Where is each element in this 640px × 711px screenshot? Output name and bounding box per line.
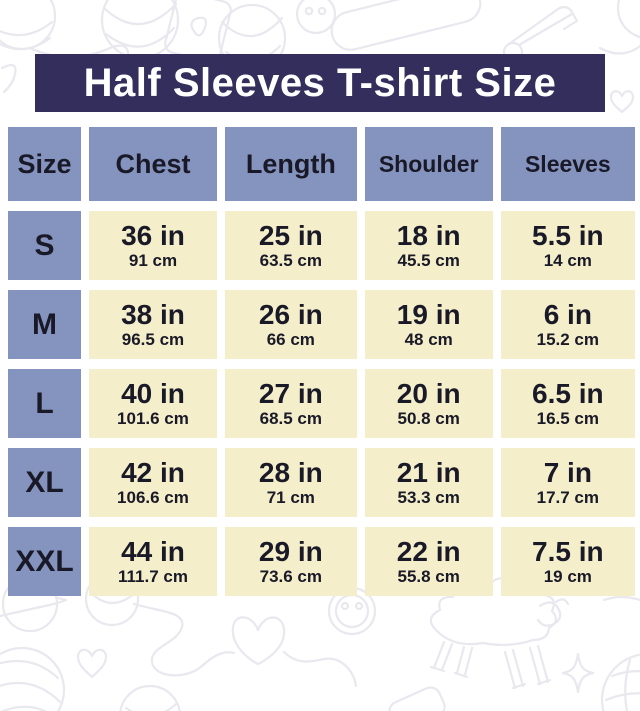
cell-l-length: 27 in 68.5 cm <box>224 369 357 438</box>
cm-value: 53.3 cm <box>397 487 460 507</box>
yarn-ball-icon <box>598 0 640 55</box>
cm-value: 45.5 cm <box>397 250 460 270</box>
cm-value: 73.6 cm <box>259 566 323 586</box>
page-title: Half Sleeves T-shirt Size <box>35 54 605 112</box>
cm-value: 19 cm <box>543 566 592 586</box>
cell-s-sleeves: 5.5 in 14 cm <box>500 211 635 280</box>
inches-value: 38 in <box>121 298 185 330</box>
inches-value: 44 in <box>121 535 185 567</box>
sparkle-icon <box>561 652 595 694</box>
yarn-ball-icon <box>0 646 66 711</box>
inches-value: 18 in <box>396 219 461 251</box>
inches-value: 6.5 in <box>532 377 604 409</box>
yarn-ball-icon <box>119 684 181 711</box>
yarn-thread-heart-icon <box>132 602 358 688</box>
column-header-chest: Chest <box>89 127 217 201</box>
cell-l-chest: 40 in 101.6 cm <box>89 369 217 438</box>
inches-value: 19 in <box>396 298 461 330</box>
cell-xxl-shoulder: 22 in 55.8 cm <box>364 527 493 596</box>
cm-value: 106.6 cm <box>117 487 189 507</box>
inches-value: 28 in <box>258 456 323 488</box>
inches-value: 6 in <box>543 298 592 330</box>
heart-icon <box>76 648 108 679</box>
inches-value: 36 in <box>121 219 185 251</box>
cell-xl-chest: 42 in 106.6 cm <box>89 448 217 517</box>
inches-value: 7 in <box>543 456 592 488</box>
inches-value: 7.5 in <box>532 535 604 567</box>
inches-value: 29 in <box>258 535 323 567</box>
cm-value: 15.2 cm <box>536 329 600 349</box>
button-icon <box>295 0 337 35</box>
knitting-needle-icon <box>388 595 640 711</box>
cm-value: 63.5 cm <box>259 250 323 270</box>
cell-l-sleeves: 6.5 in 16.5 cm <box>500 369 635 438</box>
cm-value: 101.6 cm <box>117 408 189 428</box>
cell-m-length: 26 in 66 cm <box>224 290 357 359</box>
inches-value: 27 in <box>258 377 323 409</box>
inches-value: 25 in <box>258 219 323 251</box>
cm-value: 16.5 cm <box>536 408 600 428</box>
cm-value: 48 cm <box>404 329 453 349</box>
yarn-ball-icon <box>0 0 130 60</box>
column-header-size: Size <box>8 127 81 201</box>
cell-s-length: 25 in 63.5 cm <box>224 211 357 280</box>
row-label-s: S <box>8 211 81 280</box>
cm-value: 66 cm <box>266 329 315 349</box>
cm-value: 91 cm <box>128 250 178 270</box>
cell-xxl-length: 29 in 73.6 cm <box>224 527 357 596</box>
cm-value: 68.5 cm <box>259 408 323 428</box>
cm-value: 14 cm <box>543 250 592 270</box>
cell-xxl-sleeves: 7.5 in 19 cm <box>500 527 635 596</box>
column-header-sleeves: Sleeves <box>500 127 635 201</box>
cm-value: 111.7 cm <box>117 566 188 586</box>
cm-value: 17.7 cm <box>536 487 600 507</box>
cell-xl-length: 28 in 71 cm <box>224 448 357 517</box>
cm-value: 55.8 cm <box>397 566 460 586</box>
yarn-ball-icon <box>100 0 180 60</box>
inches-value: 42 in <box>121 456 185 488</box>
cell-m-chest: 38 in 96.5 cm <box>89 290 217 359</box>
cm-value: 71 cm <box>266 487 315 507</box>
row-label-xxl: XXL <box>8 527 81 596</box>
cell-s-chest: 36 in 91 cm <box>89 211 217 280</box>
yarn-ball-icon <box>600 653 640 711</box>
cm-value: 50.8 cm <box>397 408 460 428</box>
cell-m-sleeves: 6 in 15.2 cm <box>500 290 635 359</box>
squiggle-icon <box>0 64 17 94</box>
cell-l-shoulder: 20 in 50.8 cm <box>364 369 493 438</box>
inches-value: 21 in <box>396 456 461 488</box>
heart-icon <box>609 90 635 114</box>
cell-s-shoulder: 18 in 45.5 cm <box>364 211 493 280</box>
inches-value: 5.5 in <box>532 219 604 251</box>
cm-value: 96.5 cm <box>121 329 185 349</box>
column-header-shoulder: Shoulder <box>364 127 493 201</box>
heart-icon <box>231 616 286 666</box>
knitting-needle-icon <box>330 0 482 51</box>
inches-value: 22 in <box>396 535 461 567</box>
cell-xl-sleeves: 7 in 17.7 cm <box>500 448 635 517</box>
size-chart-table: Size Chest Length Shoulder Sleeves S 36 … <box>8 127 635 596</box>
column-header-length: Length <box>224 127 357 201</box>
cell-m-shoulder: 19 in 48 cm <box>364 290 493 359</box>
inches-value: 40 in <box>121 377 185 409</box>
cell-xl-shoulder: 21 in 53.3 cm <box>364 448 493 517</box>
inches-value: 26 in <box>258 298 323 330</box>
cell-xxl-chest: 44 in 111.7 cm <box>89 527 217 596</box>
safety-pin-icon <box>502 5 579 63</box>
row-label-l: L <box>8 369 81 438</box>
row-label-xl: XL <box>8 448 81 517</box>
inches-value: 20 in <box>396 377 461 409</box>
row-label-m: M <box>8 290 81 359</box>
